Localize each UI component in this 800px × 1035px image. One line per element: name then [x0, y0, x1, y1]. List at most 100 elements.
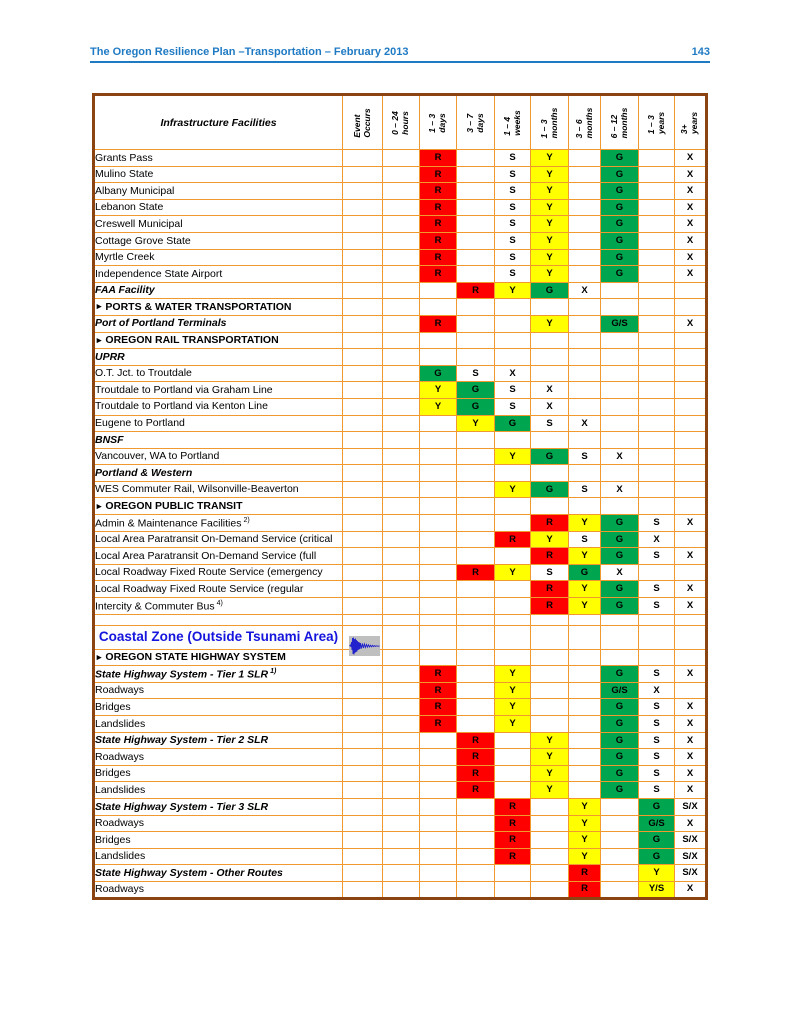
empty-cell	[419, 281, 457, 300]
table-row: Landslides R Y G S/X	[93, 847, 707, 866]
empty-cell	[382, 314, 420, 333]
recovery-marker-cell: X	[494, 364, 531, 383]
recovery-marker-cell: R	[494, 797, 531, 816]
time-column-header-8: 1 – 3 years	[638, 94, 675, 150]
time-column-header-4: 1 – 4 weeks	[494, 94, 531, 150]
facility-label: OREGON STATE HIGHWAY SYSTEM	[105, 651, 286, 664]
empty-cell	[674, 530, 707, 549]
empty-cell	[382, 563, 420, 582]
recovery-marker-cell: X	[674, 764, 707, 783]
facility-label: Roadways	[95, 817, 145, 830]
empty-cell	[638, 624, 675, 650]
empty-cell	[674, 414, 707, 433]
recovery-marker-cell: X	[674, 880, 707, 899]
empty-cell	[568, 681, 601, 700]
empty-cell	[674, 281, 707, 300]
empty-cell	[638, 497, 675, 516]
empty-cell	[342, 331, 383, 350]
recovery-marker-cell: Y	[419, 381, 457, 399]
facility-cell: Eugene to Portland	[93, 414, 343, 433]
recovery-marker-cell: Y	[494, 563, 531, 582]
empty-cell	[638, 464, 675, 482]
recovery-marker-cell: R	[494, 530, 531, 549]
empty-cell	[600, 364, 639, 383]
facility-cell: BNSF	[93, 431, 343, 449]
empty-cell	[419, 847, 457, 866]
table-row: Local Roadway Fixed Route Service (emerg…	[93, 563, 707, 582]
recovery-marker-cell: X	[674, 149, 707, 167]
table-row: Cottage Grove State R S Y G X	[93, 231, 707, 250]
recovery-marker-cell: R	[456, 563, 495, 582]
recovery-marker-cell: Y	[530, 231, 569, 250]
coastal-zone-title-cell: Coastal Zone (Outside Tsunami Area)	[93, 624, 343, 650]
facility-cell: Mulino State	[93, 165, 343, 184]
empty-cell	[419, 831, 457, 849]
recovery-marker-cell: R	[419, 215, 457, 233]
facility-cell: UPRR	[93, 348, 343, 366]
recovery-marker-cell: R	[419, 665, 457, 683]
recovery-marker-cell: G	[600, 231, 639, 250]
empty-cell	[456, 248, 495, 267]
recovery-marker-cell: G	[530, 447, 569, 466]
empty-cell	[674, 648, 707, 667]
recovery-marker-cell: Y	[530, 748, 569, 766]
empty-cell	[342, 715, 383, 733]
empty-cell	[638, 331, 675, 350]
empty-cell	[419, 624, 457, 650]
table-row: ► OREGON STATE HIGHWAY SYSTEM	[93, 648, 707, 667]
empty-cell	[530, 648, 569, 667]
empty-cell	[342, 314, 383, 333]
empty-cell	[568, 731, 601, 750]
table-row: State Highway System - Tier 1 SLR 1) R Y G S X	[93, 665, 707, 683]
empty-cell	[674, 464, 707, 482]
empty-cell	[456, 864, 495, 882]
empty-cell	[530, 880, 569, 899]
empty-cell	[530, 298, 569, 316]
empty-cell	[456, 198, 495, 217]
empty-cell	[382, 265, 420, 283]
recovery-marker-cell: G	[600, 547, 639, 565]
empty-cell	[342, 514, 383, 532]
facility-cell: ► OREGON STATE HIGHWAY SYSTEM	[93, 648, 343, 667]
recovery-marker-cell: Y	[568, 514, 601, 532]
facility-cell: Local Roadway Fixed Route Service (emerg…	[93, 563, 343, 582]
facility-cell: State Highway System - Tier 3 SLR	[93, 797, 343, 816]
facility-cell: Roadways	[93, 814, 343, 833]
empty-cell	[494, 731, 531, 750]
empty-cell	[568, 165, 601, 184]
table-row: Roadways R Y G/S X	[93, 681, 707, 700]
facility-label: Coastal Zone (Outside Tsunami Area)	[98, 629, 339, 645]
recovery-marker-cell: Y	[568, 597, 601, 615]
empty-cell	[530, 464, 569, 482]
recovery-marker-cell: S	[494, 265, 531, 283]
recovery-marker-cell: S	[638, 597, 675, 615]
table-row: Lebanon State R S Y G X	[93, 198, 707, 217]
recovery-marker-cell: X	[674, 198, 707, 217]
facility-label: Local Roadway Fixed Route Service (regul…	[95, 582, 304, 595]
empty-cell	[568, 748, 601, 766]
empty-cell	[342, 281, 383, 300]
recovery-marker-cell: G	[600, 165, 639, 184]
facility-cell: WES Commuter Rail, Wilsonville-Beaverton	[93, 480, 343, 499]
table-row: Troutdale to Portland via Graham Line Y G S…	[93, 381, 707, 399]
recovery-marker-cell: S	[494, 215, 531, 233]
recovery-marker-cell: R	[456, 731, 495, 750]
recovery-marker-cell: S	[530, 563, 569, 582]
empty-cell	[382, 348, 420, 366]
recovery-marker-cell: X	[674, 731, 707, 750]
empty-cell	[419, 497, 457, 516]
empty-cell	[674, 613, 707, 626]
empty-cell	[342, 731, 383, 750]
empty-cell	[494, 331, 531, 350]
recovery-marker-cell: G	[600, 182, 639, 200]
empty-cell	[600, 348, 639, 366]
empty-cell	[342, 480, 383, 499]
time-column-header-6: 3 – 6 months	[568, 94, 601, 150]
empty-cell	[342, 364, 383, 383]
empty-cell	[419, 348, 457, 366]
table-row: State Highway System - Other Routes R Y S/X	[93, 864, 707, 882]
empty-cell	[638, 165, 675, 184]
empty-cell	[342, 381, 383, 399]
empty-cell	[342, 447, 383, 466]
table-row: Local Area Paratransit On-Demand Service…	[93, 547, 707, 565]
